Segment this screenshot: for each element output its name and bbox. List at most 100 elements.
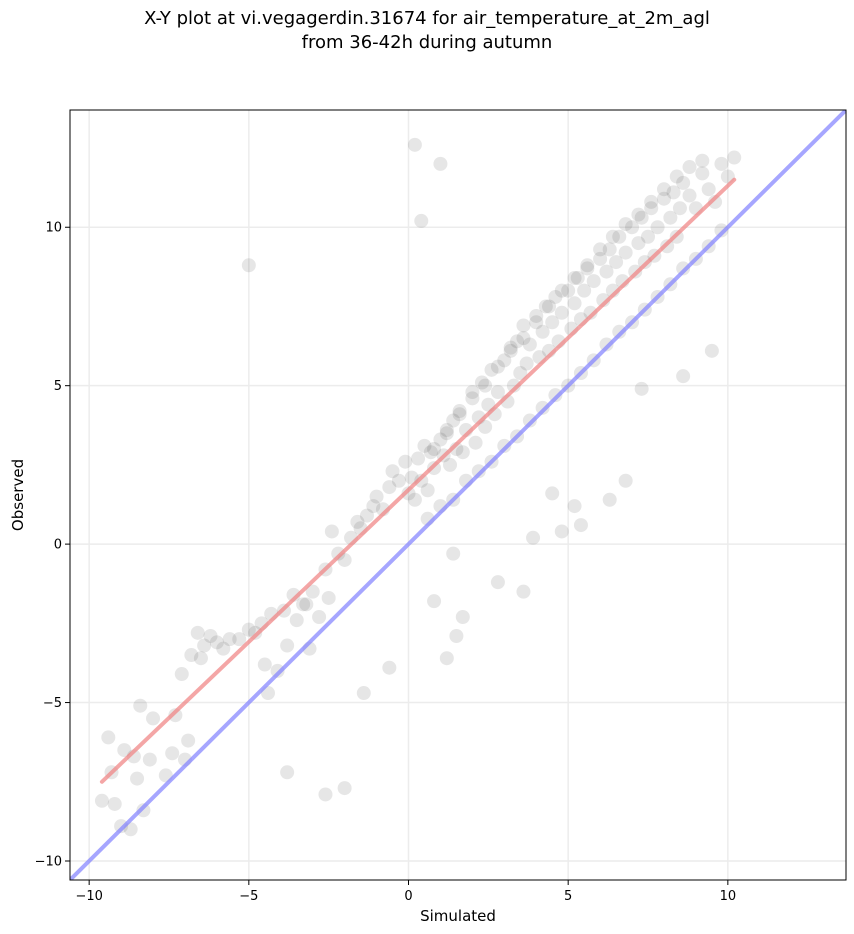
reference-lines	[70, 110, 846, 880]
data-point	[248, 625, 263, 640]
data-point	[420, 483, 435, 498]
data-point	[538, 299, 553, 314]
data-point	[656, 182, 671, 197]
data-point	[232, 632, 247, 647]
data-point	[631, 207, 646, 222]
y-tick-label: 0	[54, 538, 62, 553]
data-point	[305, 584, 320, 599]
data-point	[602, 242, 617, 257]
data-point	[216, 641, 231, 656]
data-point	[497, 438, 512, 453]
data-point	[669, 169, 684, 184]
y-tick-label: 5	[54, 379, 62, 394]
data-point	[474, 375, 489, 390]
identity-line	[70, 110, 846, 880]
y-tick-label: 10	[45, 221, 62, 236]
data-point	[529, 308, 544, 323]
data-point	[663, 210, 678, 225]
data-point	[136, 803, 151, 818]
data-point	[455, 609, 470, 624]
data-point	[117, 743, 132, 758]
data-point	[168, 708, 183, 723]
data-point	[241, 258, 256, 273]
data-point	[609, 255, 624, 270]
data-point	[366, 499, 381, 514]
data-point	[443, 457, 458, 472]
data-point	[535, 400, 550, 415]
data-point	[257, 657, 272, 672]
data-point	[593, 251, 608, 266]
data-point	[133, 698, 148, 713]
data-point	[324, 524, 339, 539]
data-point	[299, 597, 314, 612]
data-point	[318, 787, 333, 802]
data-point	[165, 746, 180, 761]
data-point	[727, 150, 742, 165]
data-point	[280, 638, 295, 653]
data-point	[455, 445, 470, 460]
data-point	[114, 819, 129, 834]
data-point	[672, 201, 687, 216]
data-point	[583, 305, 598, 320]
data-point	[490, 575, 505, 590]
data-point	[516, 318, 531, 333]
data-point	[449, 629, 464, 644]
data-point	[312, 609, 327, 624]
data-point	[484, 362, 499, 377]
data-point	[398, 454, 413, 469]
data-point	[94, 793, 109, 808]
data-point	[602, 492, 617, 507]
data-point	[337, 781, 352, 796]
y-tick-label: −10	[35, 854, 62, 869]
data-point	[369, 489, 384, 504]
data-point	[385, 464, 400, 479]
data-point	[407, 492, 422, 507]
grid-lines	[70, 110, 846, 880]
data-point	[519, 356, 534, 371]
data-point	[644, 194, 659, 209]
data-point	[107, 796, 122, 811]
data-points	[94, 137, 742, 837]
data-point	[401, 486, 416, 501]
data-point	[573, 518, 588, 533]
data-point	[465, 385, 480, 400]
data-point	[516, 584, 531, 599]
data-point	[433, 432, 448, 447]
data-point	[439, 426, 454, 441]
data-point	[439, 651, 454, 666]
data-point	[580, 261, 595, 276]
data-point	[423, 445, 438, 460]
fit-line	[99, 177, 737, 784]
data-point	[526, 530, 541, 545]
data-point	[497, 353, 512, 368]
data-point	[296, 597, 311, 612]
data-point	[382, 480, 397, 495]
data-point	[506, 378, 521, 393]
data-point	[570, 270, 585, 285]
data-point	[417, 438, 432, 453]
data-point	[593, 242, 608, 257]
data-point	[695, 166, 710, 181]
data-point	[130, 771, 145, 786]
data-point	[478, 378, 493, 393]
data-point	[586, 274, 601, 289]
data-point	[577, 283, 592, 298]
data-point	[146, 711, 161, 726]
y-axis-label: Observed	[9, 459, 27, 531]
data-point	[427, 594, 442, 609]
data-point	[650, 220, 665, 235]
data-point	[516, 331, 531, 346]
x-tick-label: 10	[720, 889, 737, 904]
data-point	[209, 635, 224, 650]
data-point	[567, 270, 582, 285]
data-point	[427, 442, 442, 457]
chart-title-line-2: from 36-42h during autumn	[301, 32, 553, 53]
data-point	[468, 435, 483, 450]
data-point	[446, 546, 461, 561]
data-point	[478, 419, 493, 434]
data-point	[510, 334, 525, 349]
data-point	[101, 730, 116, 745]
data-point	[433, 156, 448, 171]
x-tick-label: 5	[564, 889, 572, 904]
